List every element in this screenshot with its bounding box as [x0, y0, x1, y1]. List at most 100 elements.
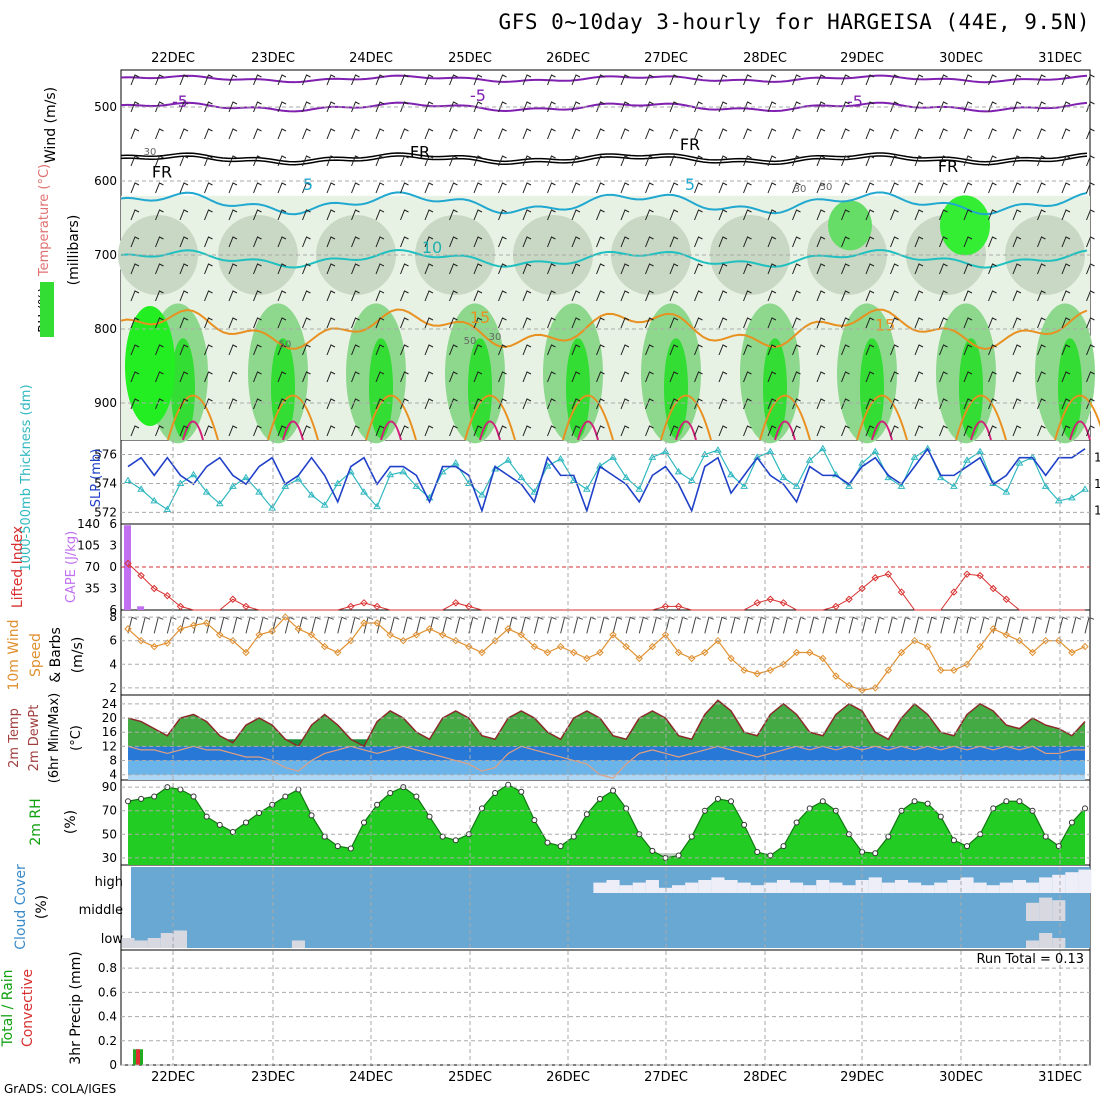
- thickness-marker-59: [897, 482, 906, 489]
- rh-y-tick-0: 30: [102, 851, 117, 865]
- upper-wind-barb: [228, 74, 238, 86]
- upper-wind-barb: [277, 425, 287, 437]
- thickness-marker-47: [740, 482, 749, 489]
- upper-wind-barb: [130, 155, 140, 167]
- upper-wind-barb: [473, 74, 483, 86]
- temp-ylabel-1: 2m Temp: [7, 708, 22, 768]
- upper-wind-barb: [400, 398, 409, 410]
- thickness-marker-1: [137, 485, 145, 492]
- upper-wind-barb: [1012, 101, 1022, 113]
- upper-wind-barb: [130, 263, 140, 275]
- upper-wind-barb: [155, 236, 164, 248]
- thickness-marker-68: [1015, 459, 1024, 466]
- rh-marker-22: [413, 793, 420, 800]
- cloud-high-38: [619, 885, 633, 893]
- upper-wind-barb: [914, 425, 924, 437]
- rh-marker-29: [505, 781, 512, 788]
- upper-wind-barb: [694, 317, 703, 329]
- temp-fill: [128, 700, 1085, 747]
- x-tick-top-30DEC: 30DEC: [939, 51, 983, 66]
- upper-wind-barb: [767, 74, 777, 86]
- wind-y-tick-1: 4: [109, 657, 117, 671]
- contour-label-12: 30: [144, 147, 157, 158]
- rh-marker-9: [242, 819, 249, 826]
- upper-wind-barb: [718, 371, 728, 383]
- x-tick-top-26DEC: 26DEC: [546, 51, 590, 66]
- upper-wind-barb: [155, 209, 164, 221]
- contour-label-3: 5: [303, 175, 313, 194]
- temp-band-0: [128, 774, 1085, 780]
- upper-wind-barb: [890, 263, 899, 275]
- upper-y-tick-3: 800: [94, 322, 117, 336]
- upper-wind-barb: [302, 290, 311, 302]
- rh-shade-wet-7: [860, 338, 884, 439]
- wind-marker-23: [425, 625, 434, 633]
- rh-marker-32: [544, 839, 551, 846]
- wind-marker-41: [661, 631, 670, 639]
- upper-wind-barb: [253, 182, 262, 194]
- temp-lobe-3: [464, 394, 516, 441]
- upper-wind-barb: [1061, 290, 1071, 302]
- upper-wind-barb: [645, 182, 654, 194]
- upper-wind-barb: [669, 344, 679, 356]
- upper-wind-barb: [424, 128, 434, 140]
- upper-wind-barb: [473, 344, 483, 356]
- upper-wind-barb: [620, 128, 630, 140]
- upper-wind-barb: [767, 398, 777, 410]
- upper-wind-barb: [400, 425, 409, 437]
- upper-y-tick-1: 600: [94, 174, 117, 188]
- upper-wind-barb: [1037, 155, 1046, 167]
- rh-marker-2: [151, 793, 158, 800]
- wind-marker-31: [530, 642, 539, 651]
- upper-wind-barb: [155, 182, 164, 194]
- cloud-label-low: low: [101, 932, 124, 947]
- temp-lobe-hot-3: [479, 420, 501, 441]
- rh-marker-51: [793, 819, 800, 826]
- upper-wind-barb: [473, 263, 483, 275]
- thickness-marker-14: [307, 491, 316, 498]
- thickness-marker-19: [373, 502, 381, 510]
- x-tick-top-22DEC: 22DEC: [151, 51, 195, 66]
- upper-wind-barb: [473, 155, 483, 167]
- upper-wind-barb: [326, 128, 336, 140]
- upper-wind-barb: [718, 209, 728, 221]
- rh-fill: [128, 784, 1085, 865]
- upper-wind-barb: [914, 263, 924, 275]
- upper-wind-barb: [596, 371, 605, 383]
- rh-marker-73: [1082, 805, 1088, 812]
- rh-marker-68: [1016, 798, 1023, 805]
- cloud-high-58: [881, 882, 895, 893]
- upper-wind-barb: [816, 398, 826, 410]
- upper-wind-barb: [130, 398, 140, 410]
- upper-wind-barb: [571, 182, 581, 194]
- upper-wind-barb: [645, 398, 654, 410]
- upper-wind-barb: [939, 155, 948, 167]
- upper-wind-barb: [939, 371, 948, 383]
- series-marks: [121, 444, 1095, 1065]
- rh-marker-64: [964, 843, 971, 850]
- upper-wind-barb: [1061, 101, 1071, 113]
- lifted-marker-18: [360, 599, 368, 607]
- upper-wind-barb: [449, 398, 458, 410]
- rh-shade-mid-4: [513, 215, 593, 295]
- upper-wind-barb: [988, 209, 997, 221]
- wind-barb-23: [429, 616, 439, 634]
- upper-wind-barb: [792, 209, 801, 221]
- contour-label-2: -5: [847, 92, 863, 111]
- upper-wind-barb: [253, 128, 262, 140]
- upper-wind-barb: [302, 101, 311, 113]
- upper-wind-barb: [767, 128, 777, 140]
- upper-wind-barb: [914, 344, 924, 356]
- contour-label-4: 5: [685, 175, 695, 194]
- thickness-marker-30: [517, 473, 526, 481]
- upper-wind-barb: [400, 101, 409, 113]
- upper-wind-barb: [130, 182, 140, 194]
- thickness-marker-10: [255, 488, 263, 495]
- cloud-high-47: [737, 882, 751, 893]
- upper-wind-barb: [865, 371, 875, 383]
- thickness-marker-4: [176, 479, 185, 486]
- lifted-marker-25: [452, 599, 460, 607]
- wind-marker-72: [1068, 648, 1076, 657]
- upper-wind-barb: [914, 101, 924, 113]
- upper-wind-barb: [816, 317, 826, 329]
